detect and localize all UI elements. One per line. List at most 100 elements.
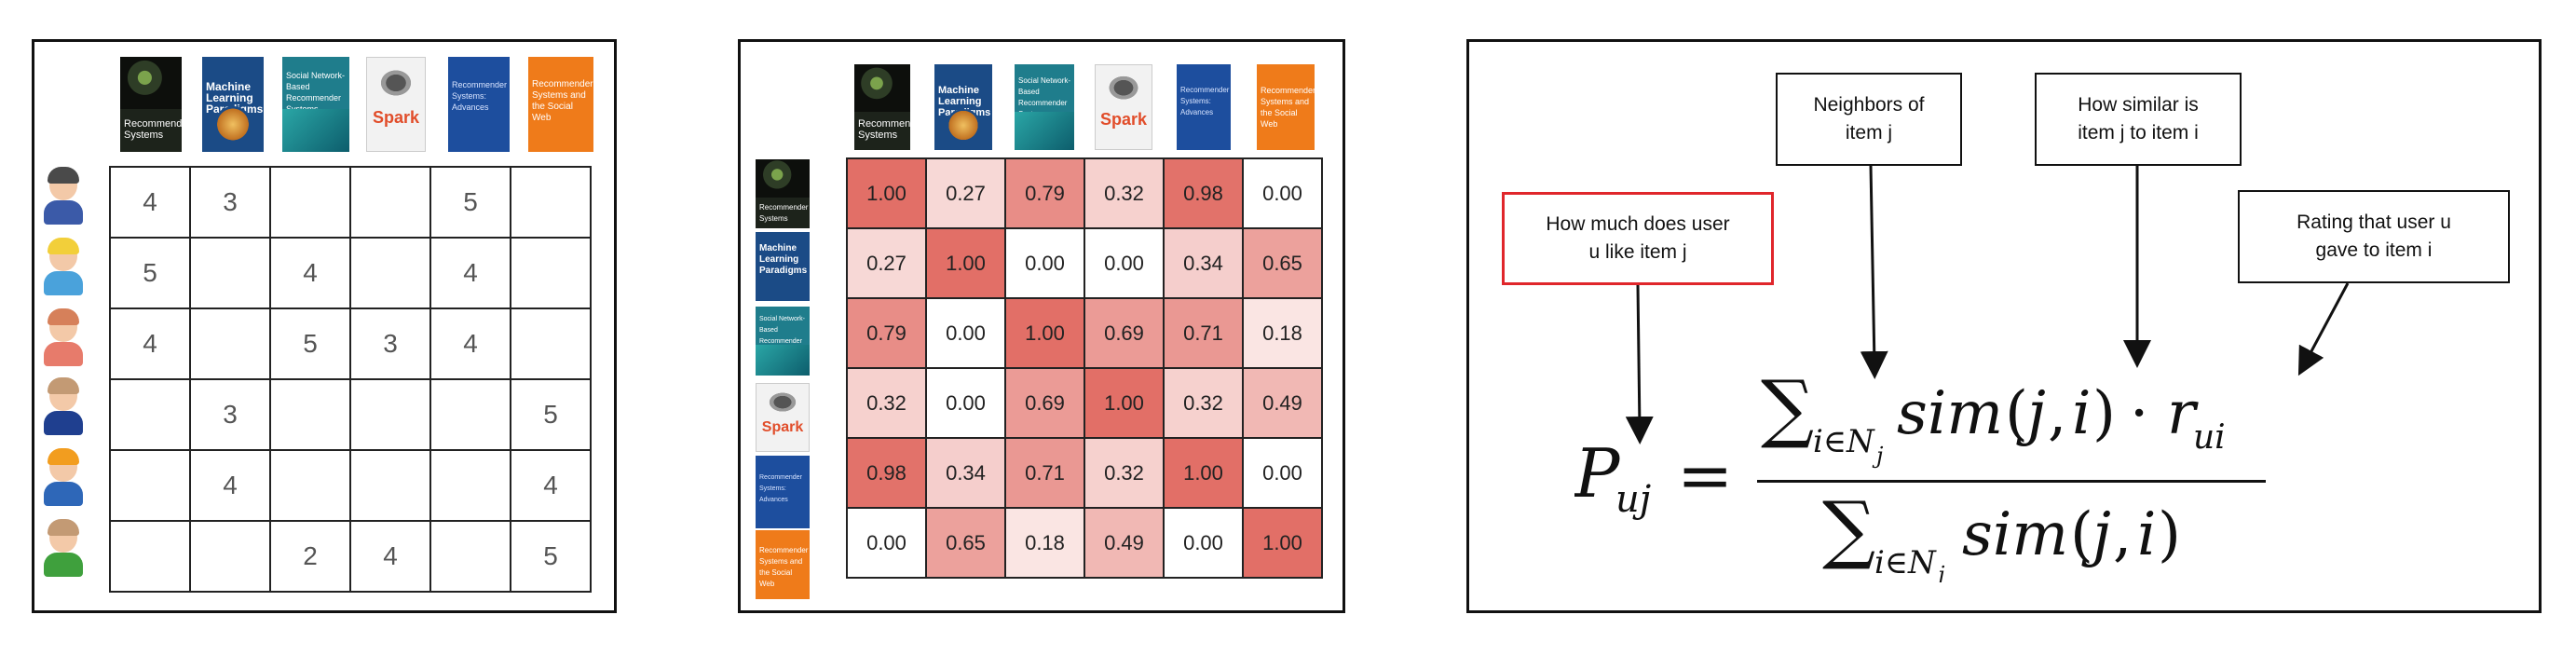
similarity-cell: 0.32 [1084,157,1165,229]
rating-cell: 4 [109,308,191,380]
formula-panel [1466,39,2542,613]
similarity-cell: 0.00 [1004,227,1085,299]
rating-cell [510,237,592,309]
rating-row: 2 4 5 [109,520,592,593]
rating-table: 4 3 5 5 4 4 4 5 3 4 3 [109,166,592,593]
similarity-cell: 0.49 [1242,367,1323,439]
rating-cell [349,166,431,239]
svg-text:,: , [2048,379,2066,448]
svg-text:,: , [2113,500,2132,569]
rating-cell: 4 [189,449,271,522]
rating-cell [269,166,351,239]
rating-cell [109,378,191,451]
rating-cell: 4 [510,449,592,522]
book-cover-5: Recommender Systems: Advances [1177,64,1231,150]
svg-text:uj: uj [1615,478,1651,521]
book-cover-6: Recommender Systems and the Social Web [756,530,810,599]
similarity-row: 0.98 0.34 0.71 0.32 1.00 0.00 [846,437,1323,509]
rating-cell: 4 [109,166,191,239]
svg-text:∑: ∑ [1761,364,1814,451]
book-cover-1: Recommender Systems [756,159,810,228]
rating-cell [510,308,592,380]
svg-text:=: = [1677,436,1733,514]
book-cover-2: Machine Learning Paradigms [756,232,810,301]
similarity-cell: 0.00 [1084,227,1165,299]
svg-text:i: i [2072,379,2091,448]
rating-cell: 3 [349,308,431,380]
book-cover-6: Recommender Systems and the Social Web [528,57,593,152]
similarity-cell: 0.65 [1242,227,1323,299]
similarity-cell: 0.71 [1163,297,1244,369]
rating-row: 5 4 4 [109,237,592,309]
rating-annotation: Rating that user u gave to item i [2238,190,2510,283]
similarity-cell: 0.98 [1163,157,1244,229]
similarity-row: 0.79 0.00 1.00 0.69 0.71 0.18 [846,297,1323,369]
neighbors-annotation: Neighbors of item j [1776,73,1962,166]
similarity-cell: 0.34 [925,437,1006,509]
similarity-cell: 0.00 [1242,157,1323,229]
svg-text:i∈N: i∈N [1874,544,1937,581]
rating-cell: 3 [189,166,271,239]
user-avatar-6 [40,519,87,577]
rating-cell: 4 [349,520,431,593]
rating-cell: 5 [269,308,351,380]
similarity-cell: 0.32 [1163,367,1244,439]
user-likes-annotation: How much does user u like item j [1502,192,1774,285]
rating-cell: 4 [429,308,511,380]
similarity-cell: 0.00 [1242,437,1323,509]
rating-cell [269,378,351,451]
svg-text:i∈N: i∈N [1813,423,1875,460]
similarity-cell: 0.65 [925,507,1006,579]
similarity-cell: 0.00 [1163,507,1244,579]
rating-cell [349,449,431,522]
svg-text:sim: sim [1962,500,2068,569]
user-avatar-3 [40,308,87,366]
book-cover-4: Spark [1095,64,1152,150]
user-avatar-5 [40,448,87,506]
rating-cell: 5 [510,378,592,451]
rating-cell [109,449,191,522]
rating-row: 4 5 3 4 [109,308,592,380]
book-cover-2: Machine Learning Paradigms [202,57,264,152]
book-cover-5: Recommender Systems: Advances [448,57,510,152]
rating-cell: 5 [429,166,511,239]
similarity-cell: 0.34 [1163,227,1244,299]
rating-cell [429,449,511,522]
similarity-cell: 0.79 [846,297,927,369]
similarity-table: 1.00 0.27 0.79 0.32 0.98 0.00 0.27 1.00 … [846,157,1323,579]
rating-cell: 4 [269,237,351,309]
similarity-cell: 0.00 [846,507,927,579]
rating-cell: 2 [269,520,351,593]
rating-cell: 5 [109,237,191,309]
similarity-cell: 1.00 [1004,297,1085,369]
similarity-cell: 0.79 [1004,157,1085,229]
similarity-annotation: How similar is item j to item i [2035,73,2242,166]
similarity-cell: 0.27 [925,157,1006,229]
similarity-cell: 1.00 [846,157,927,229]
similarity-cell: 0.71 [1004,437,1085,509]
svg-text:(: ( [2005,379,2028,448]
rating-cell [189,520,271,593]
similarity-cell: 0.18 [1004,507,1085,579]
rating-cell [349,237,431,309]
rating-cell [189,237,271,309]
rating-cell: 3 [189,378,271,451]
rating-cell [269,449,351,522]
similarity-row: 0.32 0.00 0.69 1.00 0.32 0.49 [846,367,1323,439]
rating-row: 4 3 5 [109,166,592,239]
rating-cell [349,378,431,451]
book-cover-1: Recommender Systems [854,64,910,150]
rating-cell [429,378,511,451]
book-cover-3: Social Network-Based Recommender Systems [1015,64,1074,150]
similarity-matrix-panel: Recommender Systems Machine Learning Par… [738,39,1345,613]
rating-cell [510,166,592,239]
similarity-cell: 1.00 [1242,507,1323,579]
svg-text:sim: sim [1897,379,2003,448]
similarity-cell: 0.98 [846,437,927,509]
svg-text:∑: ∑ [1822,485,1875,572]
book-cover-4: Spark [756,383,810,452]
rating-row: 3 5 [109,378,592,451]
rating-cell [429,520,511,593]
similarity-cell: 0.00 [925,367,1006,439]
similarity-cell: 1.00 [1084,367,1165,439]
